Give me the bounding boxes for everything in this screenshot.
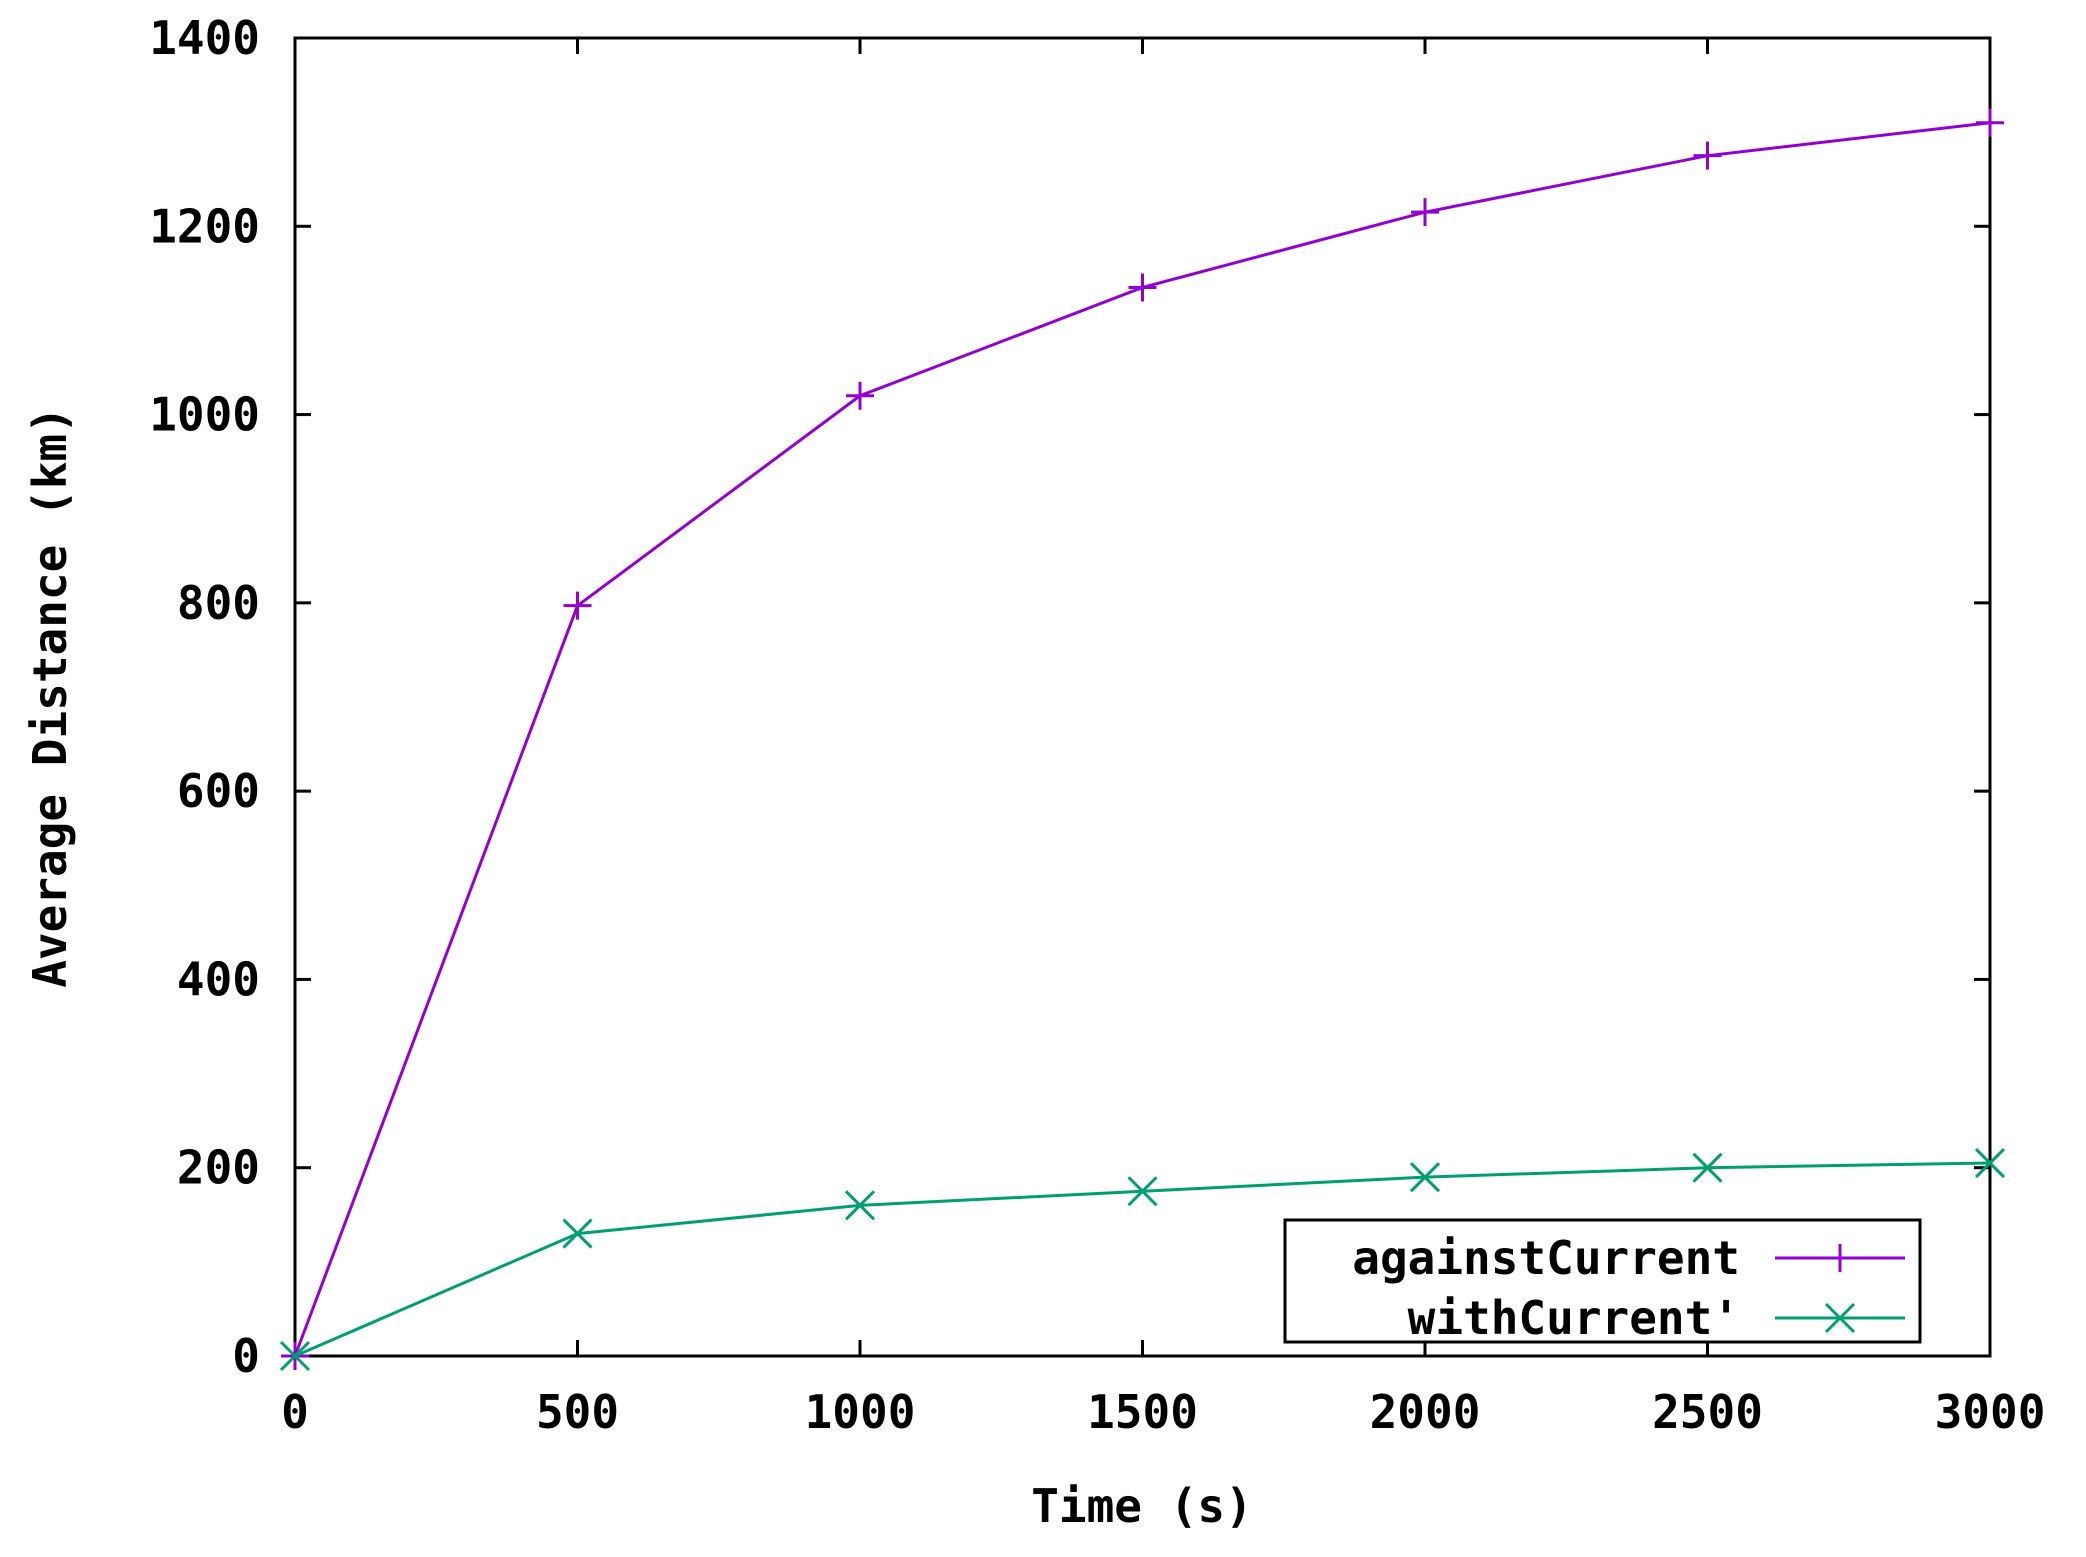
legend: againstCurrent withCurrent' bbox=[1283, 1218, 1922, 1345]
series-withcurrent bbox=[279, 1147, 2006, 1372]
series-layer bbox=[279, 108, 2006, 1372]
data-point bbox=[1976, 108, 2004, 137]
y-tick-label: 1000 bbox=[149, 388, 260, 442]
legend-label: againstCurrent bbox=[1352, 1231, 1740, 1285]
x-tick-label: 1000 bbox=[805, 1385, 916, 1439]
data-point bbox=[1127, 1176, 1158, 1207]
legend-label: withCurrent' bbox=[1408, 1291, 1740, 1345]
data-point bbox=[1411, 198, 1439, 227]
x-tick-label: 0 bbox=[281, 1385, 309, 1439]
y-tick-label: 400 bbox=[177, 952, 260, 1006]
data-point bbox=[1692, 1152, 1723, 1183]
x-tick-label: 2000 bbox=[1370, 1385, 1481, 1439]
data-point bbox=[1128, 273, 1157, 302]
y-tick-label: 1400 bbox=[149, 11, 260, 65]
y-tick-label: 600 bbox=[177, 764, 260, 818]
legend-swatch-marker bbox=[1824, 1302, 1856, 1334]
ticks-layer: 0 500 1000 1500 2000 2500 3000 0 200 400 600 800 100… bbox=[149, 11, 2045, 1439]
y-tick-label: 800 bbox=[177, 576, 260, 630]
y-axis-title: Average Distance (km) bbox=[23, 406, 77, 988]
data-point bbox=[844, 1190, 876, 1221]
data-point bbox=[1409, 1162, 1441, 1193]
x-tick-label: 1500 bbox=[1087, 1385, 1198, 1439]
data-point bbox=[562, 1218, 593, 1249]
x-tick-label: 3000 bbox=[1935, 1385, 2046, 1439]
data-point bbox=[1693, 141, 1722, 170]
y-tick-label: 200 bbox=[177, 1141, 260, 1195]
x-tick-label: 2500 bbox=[1652, 1385, 1763, 1439]
data-point bbox=[279, 1340, 311, 1372]
y-tick-label: 0 bbox=[232, 1329, 260, 1383]
y-tick-label: 1200 bbox=[149, 199, 260, 253]
data-point bbox=[846, 381, 874, 410]
series-line bbox=[293, 121, 1991, 1357]
data-point bbox=[563, 591, 592, 620]
data-point bbox=[1974, 1147, 2006, 1179]
series-againstcurrent bbox=[281, 108, 2004, 1370]
x-axis-title: Time (s) bbox=[1031, 1479, 1253, 1533]
x-tick-label: 500 bbox=[536, 1385, 619, 1439]
legend-swatch-marker bbox=[1826, 1244, 1854, 1272]
legend-box bbox=[1283, 1218, 1922, 1344]
plot-area bbox=[293, 36, 1992, 1358]
